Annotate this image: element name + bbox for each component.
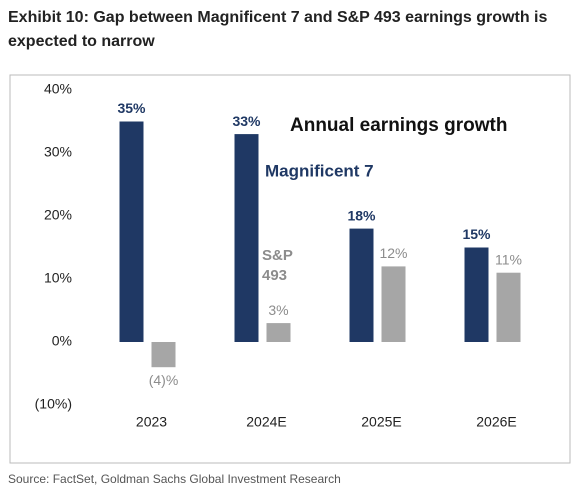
y-tick-label: (10%) xyxy=(35,396,72,412)
chart-frame xyxy=(9,74,571,464)
x-tick-label: 2026E xyxy=(476,414,516,430)
annotation: Annual earnings growth xyxy=(290,115,507,136)
value-label: (4)% xyxy=(149,372,179,388)
chart-title: Exhibit 10: Gap between Magnificent 7 an… xyxy=(8,9,548,50)
value-label: 11% xyxy=(495,251,522,267)
bar xyxy=(151,342,176,368)
bar xyxy=(266,323,291,342)
y-tick-label: 30% xyxy=(44,144,72,160)
bar xyxy=(464,247,489,342)
y-tick-label: 10% xyxy=(44,270,72,286)
source: Source: FactSet, Goldman Sachs Global In… xyxy=(8,472,341,486)
x-tick-label: 2023 xyxy=(136,414,167,430)
value-label: 12% xyxy=(379,245,407,261)
y-tick-label: 0% xyxy=(52,333,72,349)
x-tick-label: 2025E xyxy=(361,414,401,430)
value-label: 15% xyxy=(462,226,491,242)
bar xyxy=(381,266,406,342)
y-tick-label: 20% xyxy=(44,207,72,223)
bar xyxy=(119,121,144,342)
y-tick-label: 40% xyxy=(44,81,72,97)
bar xyxy=(349,228,374,342)
series-label: S&P 493 xyxy=(262,247,293,284)
value-label: 18% xyxy=(347,207,376,223)
value-label: 35% xyxy=(117,100,146,116)
series-label: Magnificent 7 xyxy=(265,161,374,180)
value-label: 3% xyxy=(268,302,288,318)
x-tick-label: 2024E xyxy=(246,414,286,430)
bar xyxy=(496,272,521,342)
value-label: 33% xyxy=(232,113,261,129)
bar xyxy=(234,134,259,342)
